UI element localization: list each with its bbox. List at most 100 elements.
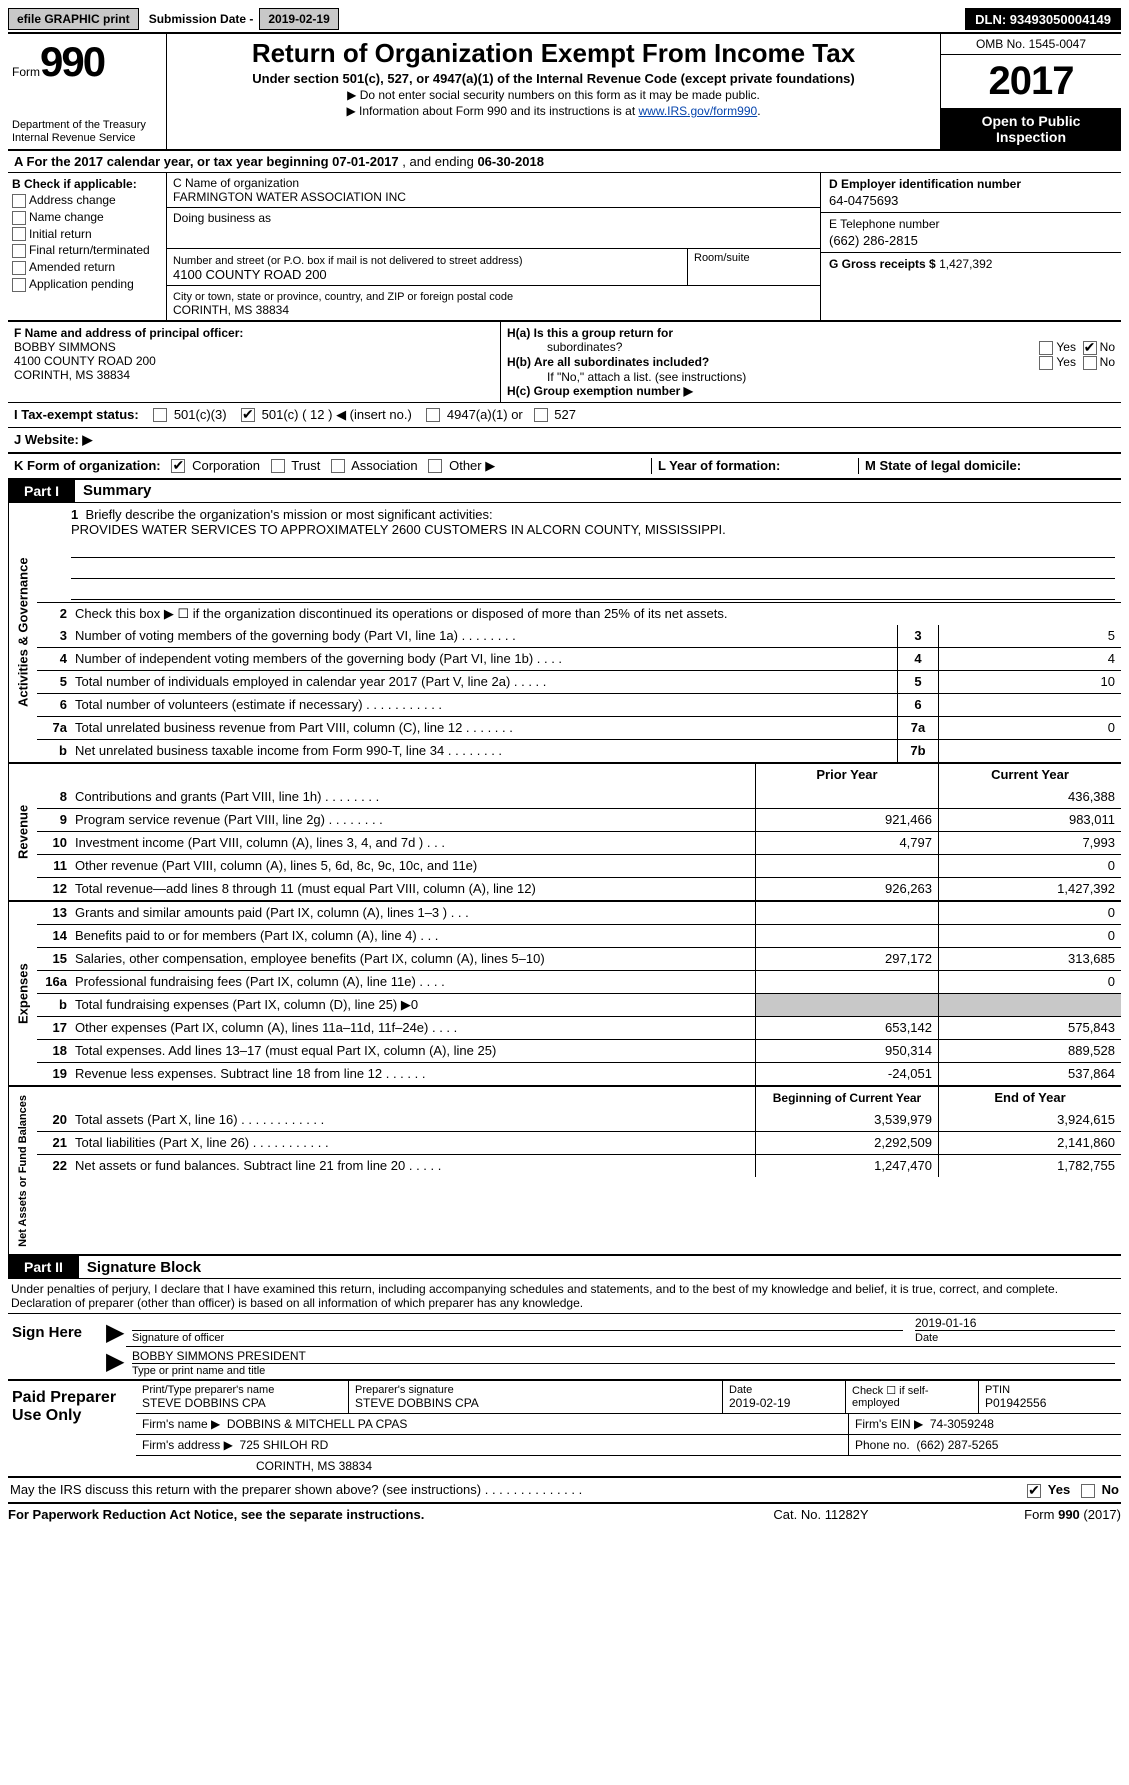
table-row: 9Program service revenue (Part VIII, lin… [37, 808, 1121, 831]
firm-city: CORINTH, MS 38834 [136, 1456, 1121, 1476]
street-address: 4100 COUNTY ROAD 200 [173, 267, 327, 282]
table-row: 13Grants and similar amounts paid (Part … [37, 902, 1121, 924]
current-year-header: Current Year [938, 764, 1121, 786]
row-k: K Form of organization: Corporation Trus… [8, 454, 1121, 480]
table-row: 18Total expenses. Add lines 13–17 (must … [37, 1039, 1121, 1062]
officer-addr1: 4100 COUNTY ROAD 200 [14, 354, 156, 368]
part-i-header: Part I Summary [8, 480, 1121, 503]
catalog-number: Cat. No. 11282Y [721, 1507, 921, 1522]
mission-text: PROVIDES WATER SERVICES TO APPROXIMATELY… [71, 522, 1115, 537]
table-row: 17Other expenses (Part IX, column (A), l… [37, 1016, 1121, 1039]
table-row: 19Revenue less expenses. Subtract line 1… [37, 1062, 1121, 1085]
preparer-signature: STEVE DOBBINS CPA [355, 1396, 716, 1410]
form-number: Form990 [12, 38, 162, 86]
net-assets-block: Net Assets or Fund Balances Beginning of… [8, 1087, 1121, 1257]
row-f-h: F Name and address of principal officer:… [8, 322, 1121, 403]
officer-addr2: CORINTH, MS 38834 [14, 368, 130, 382]
year-formation-label: L Year of formation: [658, 458, 780, 473]
table-row: bNet unrelated business taxable income f… [37, 739, 1121, 762]
hc-label: H(c) Group exemption number ▶ [507, 384, 693, 398]
city-label: City or town, state or province, country… [173, 291, 513, 303]
sig-date: 2019-01-16 [915, 1316, 1115, 1331]
firm-name: DOBBINS & MITCHELL PA CPAS [227, 1417, 408, 1431]
row-j: J Website: ▶ [8, 428, 1121, 454]
governance-block: Activities & Governance 1 Briefly descri… [8, 503, 1121, 764]
form-title: Return of Organization Exempt From Incom… [177, 38, 930, 69]
gross-receipts-value: 1,427,392 [939, 257, 992, 271]
city-state-zip: CORINTH, MS 38834 [173, 303, 289, 317]
self-employed-check[interactable]: Check ☐ if self-employed [846, 1381, 979, 1413]
ein-label: D Employer identification number [829, 177, 1021, 191]
note-ssn: ▶ Do not enter social security numbers o… [177, 88, 930, 102]
note-info: ▶ Information about Form 990 and its ins… [177, 104, 930, 118]
table-row: 6Total number of volunteers (estimate if… [37, 693, 1121, 716]
address-label: Number and street (or P.O. box if mail i… [173, 255, 523, 267]
ein-value: 64-0475693 [829, 193, 1113, 208]
discuss-question: May the IRS discuss this return with the… [8, 1478, 1121, 1504]
table-row: bTotal fundraising expenses (Part IX, co… [37, 993, 1121, 1016]
table-row: 10Investment income (Part VIII, column (… [37, 831, 1121, 854]
table-row: 14Benefits paid to or for members (Part … [37, 924, 1121, 947]
omb-number: OMB No. 1545-0047 [941, 34, 1121, 55]
gross-receipts-label: G Gross receipts $ [829, 257, 936, 271]
submission-label: Submission Date - [143, 8, 260, 30]
mission-label: Briefly describe the organization's miss… [85, 507, 492, 522]
table-row: 20Total assets (Part X, line 16) . . . .… [37, 1109, 1121, 1131]
table-row: 15Salaries, other compensation, employee… [37, 947, 1121, 970]
firm-ein: 74-3059248 [930, 1417, 994, 1431]
sig-date-label: Date [915, 1332, 938, 1344]
line-a: A For the 2017 calendar year, or tax yea… [8, 151, 1121, 173]
pra-notice: For Paperwork Reduction Act Notice, see … [8, 1507, 721, 1522]
officer-print-label: Type or print name and title [132, 1365, 265, 1377]
sig-officer-label: Signature of officer [132, 1332, 224, 1344]
table-row: 22Net assets or fund balances. Subtract … [37, 1154, 1121, 1177]
part-ii-header: Part II Signature Block [8, 1256, 1121, 1279]
form-subtitle: Under section 501(c), 527, or 4947(a)(1)… [177, 71, 930, 86]
column-c: C Name of organization FARMINGTON WATER … [167, 173, 821, 320]
info-grid: B Check if applicable: Address change Na… [8, 173, 1121, 322]
row-i: I Tax-exempt status: 501(c)(3) 501(c) ( … [8, 403, 1121, 428]
table-row: 21Total liabilities (Part X, line 26) . … [37, 1131, 1121, 1154]
table-row: 11Other revenue (Part VIII, column (A), … [37, 854, 1121, 877]
table-row: 4Number of independent voting members of… [37, 647, 1121, 670]
column-d: D Employer identification number 64-0475… [821, 173, 1121, 320]
ptin-value: P01942556 [985, 1396, 1115, 1410]
expenses-block: Expenses 13Grants and similar amounts pa… [8, 902, 1121, 1087]
dba-label: Doing business as [173, 211, 271, 225]
officer-name: BOBBY SIMMONS [14, 340, 116, 354]
room-suite-label: Room/suite [688, 249, 820, 285]
end-year-header: End of Year [938, 1087, 1121, 1109]
top-bar: efile GRAPHIC print Submission Date - 20… [8, 8, 1121, 30]
preparer-date: 2019-02-19 [729, 1396, 839, 1410]
table-row: 5Total number of individuals employed in… [37, 670, 1121, 693]
side-net-assets: Net Assets or Fund Balances [8, 1087, 37, 1255]
side-governance: Activities & Governance [8, 503, 37, 762]
phone-label: E Telephone number [829, 217, 940, 231]
column-b: B Check if applicable: Address change Na… [8, 173, 167, 320]
table-row: 8Contributions and grants (Part VIII, li… [37, 786, 1121, 808]
submission-date-button[interactable]: 2019-02-19 [259, 8, 338, 30]
department-label: Department of the TreasuryInternal Reven… [12, 119, 162, 145]
efile-button[interactable]: efile GRAPHIC print [8, 8, 139, 30]
firm-address: 725 SHILOH RD [240, 1438, 329, 1452]
table-row: 12Total revenue—add lines 8 through 11 (… [37, 877, 1121, 900]
table-row: 7aTotal unrelated business revenue from … [37, 716, 1121, 739]
revenue-block: Revenue Prior Year Current Year 8Contrib… [8, 764, 1121, 902]
form-header: Form990 Department of the TreasuryIntern… [8, 32, 1121, 151]
irs-link[interactable]: www.IRS.gov/form990 [638, 104, 757, 118]
sign-here-row: Sign Here ▶▶ Signature of officer 2019-0… [8, 1314, 1121, 1381]
dln-label: DLN: 93493050004149 [965, 8, 1121, 30]
open-to-public: Open to PublicInspection [941, 109, 1121, 149]
paid-preparer-row: Paid Preparer Use Only Print/Type prepar… [8, 1381, 1121, 1478]
begin-year-header: Beginning of Current Year [755, 1087, 938, 1109]
side-expenses: Expenses [8, 902, 37, 1085]
table-row: 3Number of voting members of the governi… [37, 625, 1121, 647]
org-name: FARMINGTON WATER ASSOCIATION INC [173, 190, 406, 204]
form-version: Form 990 (2017) [921, 1507, 1121, 1522]
preparer-name: STEVE DOBBINS CPA [142, 1396, 342, 1410]
h-note: If "No," attach a list. (see instruction… [507, 370, 1115, 384]
table-row: 16aProfessional fundraising fees (Part I… [37, 970, 1121, 993]
state-domicile-label: M State of legal domicile: [865, 458, 1021, 473]
officer-label: F Name and address of principal officer: [14, 326, 243, 340]
firm-phone: (662) 287-5265 [916, 1438, 998, 1452]
